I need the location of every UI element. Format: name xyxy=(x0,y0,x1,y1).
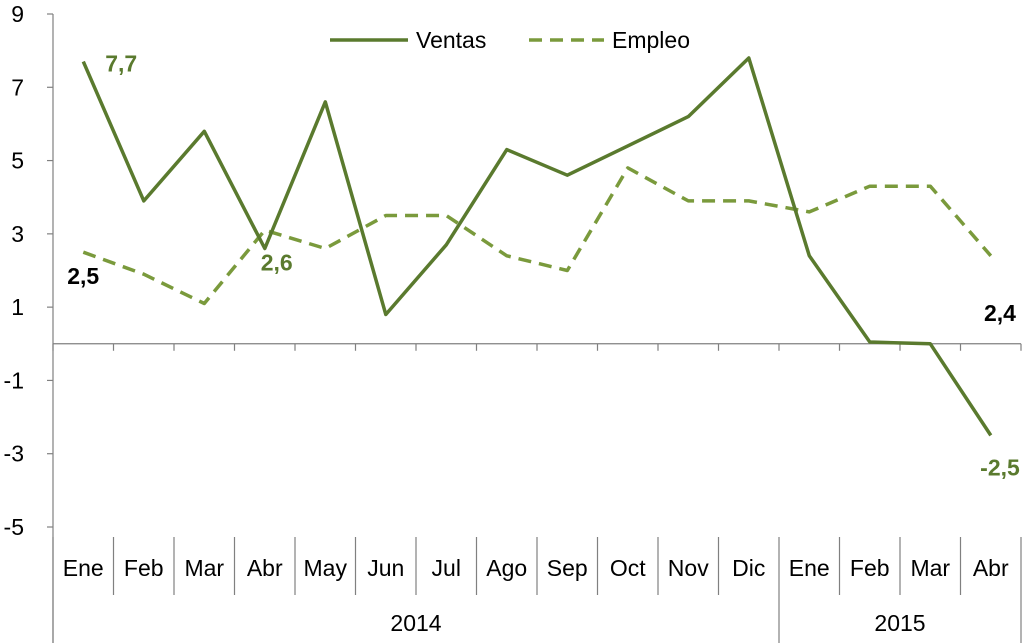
x-category-label: Nov xyxy=(668,555,709,581)
legend-label-ventas: Ventas xyxy=(416,27,486,53)
x-category-label: Abr xyxy=(247,555,283,581)
x-category-label: Jul xyxy=(432,555,461,581)
series-line-ventas xyxy=(81,56,993,437)
y-tick-label: 9 xyxy=(11,1,24,27)
axes xyxy=(47,13,1022,643)
legend-label-empleo: Empleo xyxy=(612,27,690,53)
data-labels: 7,7 2,5 2,6 2,4 -2,5 xyxy=(67,51,1020,481)
y-tick-label: 7 xyxy=(11,74,24,100)
y-tick-labels: 9 7 5 3 1 -1 -3 -5 xyxy=(4,1,24,540)
x-category-label: Mar xyxy=(184,555,224,581)
x-category-label: May xyxy=(304,555,348,581)
x-category-label: Sep xyxy=(547,555,588,581)
year-group-label: 2015 xyxy=(874,610,925,636)
year-group-label: 2014 xyxy=(390,610,441,636)
x-category-label: Feb xyxy=(124,555,164,581)
data-label: -2,5 xyxy=(980,454,1020,480)
series-lines xyxy=(81,56,993,437)
x-category-label: Dic xyxy=(732,555,765,581)
x-category-label: Jun xyxy=(367,555,404,581)
x-category-label: Ago xyxy=(486,555,527,581)
x-category-label: Feb xyxy=(850,555,890,581)
y-tick-label: -3 xyxy=(4,441,24,467)
series-line-empleo xyxy=(82,166,993,306)
data-label: 2,5 xyxy=(67,263,99,289)
x-category-label: Oct xyxy=(610,555,646,581)
data-label: 2,4 xyxy=(984,300,1016,326)
x-category-label: Ene xyxy=(789,555,830,581)
y-tick-label: -1 xyxy=(4,367,24,393)
legend: Ventas Empleo xyxy=(330,27,690,53)
x-category-label: Ene xyxy=(63,555,104,581)
y-tick-label: 5 xyxy=(11,148,24,174)
x-category-labels: Ene Feb Mar Abr May Jun Jul Ago Sep Oct Nov Dic Ene F… xyxy=(63,555,1009,581)
y-tick-label: -5 xyxy=(4,514,24,540)
data-label: 7,7 xyxy=(105,51,137,77)
x-category-label: Mar xyxy=(910,555,950,581)
y-tick-label: 1 xyxy=(11,294,24,320)
year-group-labels: 2014 2015 xyxy=(390,610,925,636)
y-tick-label: 3 xyxy=(11,221,24,247)
data-label: 2,6 xyxy=(261,250,293,276)
x-category-label: Abr xyxy=(973,555,1009,581)
